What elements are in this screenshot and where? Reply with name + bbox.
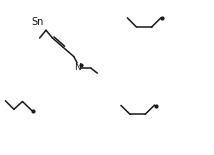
Text: Sn: Sn [31, 18, 44, 27]
Text: N: N [74, 63, 80, 72]
